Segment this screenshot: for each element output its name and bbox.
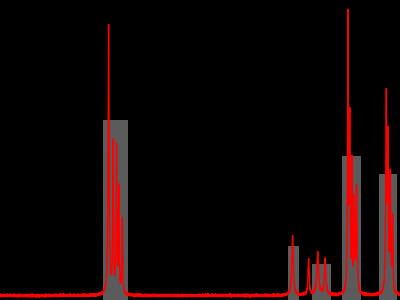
Bar <box>103 120 128 300</box>
Bar <box>342 156 361 300</box>
Bar <box>312 264 332 300</box>
Bar <box>288 246 300 300</box>
Bar <box>380 174 396 300</box>
